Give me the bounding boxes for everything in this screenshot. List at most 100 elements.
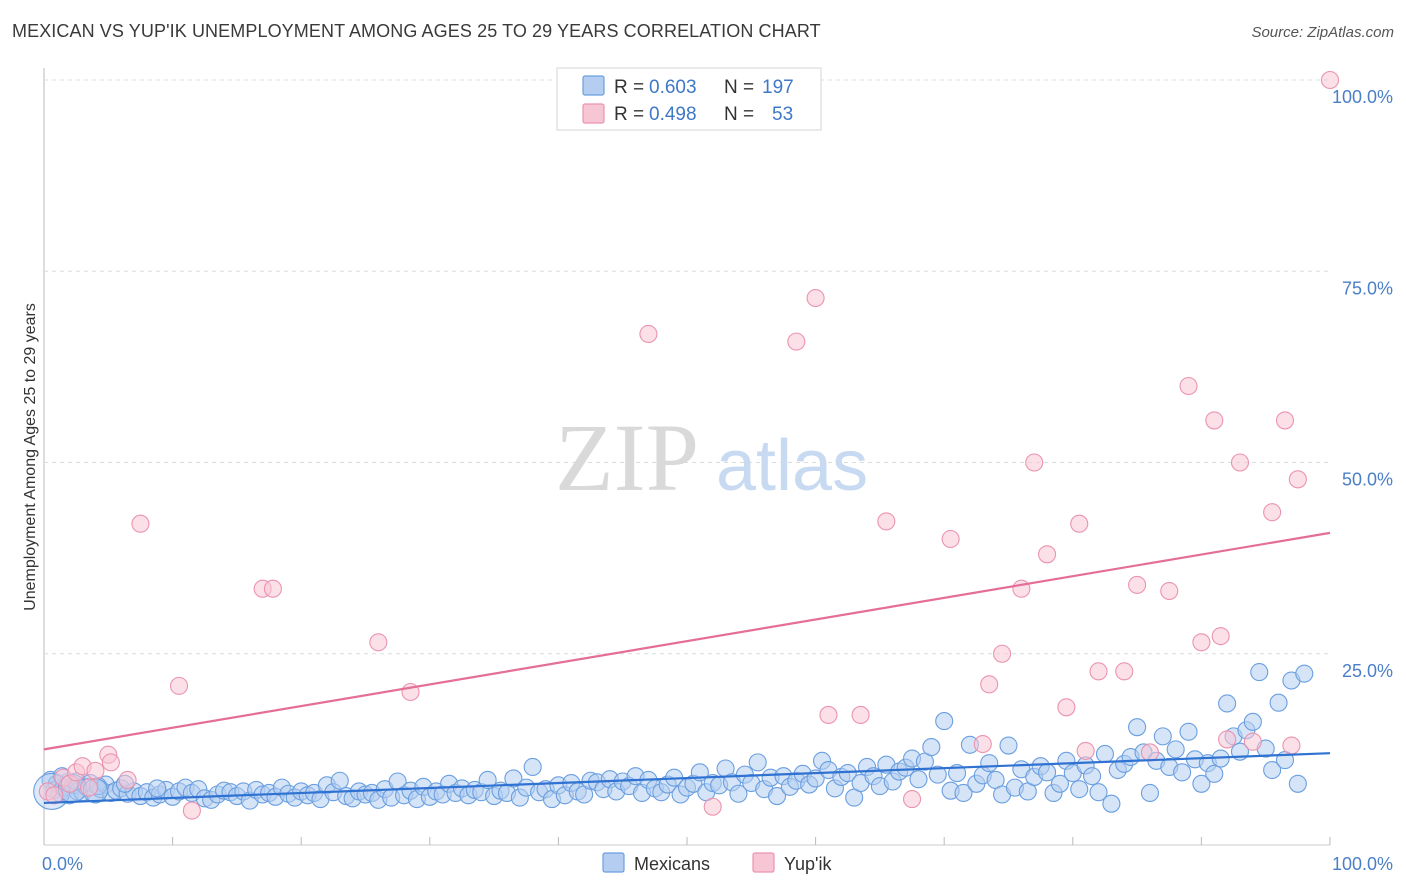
mexicans-point <box>767 786 787 806</box>
mexicans-point <box>1083 767 1102 786</box>
mexicans-point <box>922 738 941 757</box>
bottom-legend-label-yupik: Yup'ik <box>784 854 832 874</box>
mexicans-point <box>1243 712 1262 731</box>
mexicans-point <box>1263 760 1282 780</box>
mexicans-point <box>1140 783 1160 803</box>
yupik-point <box>1288 470 1307 489</box>
yupik-point <box>703 797 722 816</box>
yupik-point <box>1128 575 1147 594</box>
yupik-point <box>86 761 105 780</box>
yupik-point <box>1160 581 1179 601</box>
mexicans-point <box>1288 774 1307 793</box>
source-credit: Source: ZipAtlas.com <box>1251 24 1394 41</box>
yupik-point <box>787 332 806 351</box>
yupik-point <box>1192 633 1211 652</box>
yupik-point <box>1057 698 1076 717</box>
mexicans-point <box>478 770 497 790</box>
bottom-legend-swatch-yupik <box>752 852 775 873</box>
mexicans-point <box>928 765 947 784</box>
x-tick-label-100: 100.0% <box>1332 854 1393 874</box>
watermark: ZIP atlas <box>555 404 868 511</box>
bottom-legend-swatch-mexicans <box>602 852 625 873</box>
yupik-point <box>877 512 896 531</box>
yupik-point <box>819 705 838 725</box>
legend-n-label-mexicans: N = <box>724 77 754 98</box>
yupik-point <box>993 644 1012 663</box>
yupik-point <box>973 734 992 754</box>
watermark-zip: ZIP <box>555 404 699 511</box>
trend-lines <box>43 531 1331 805</box>
yupik-point <box>1243 732 1262 751</box>
mexicans-point <box>1179 722 1198 741</box>
yupik-point <box>1282 736 1301 755</box>
legend-r-label-mexicans: R = <box>614 77 644 98</box>
mexicans-point <box>1269 693 1288 712</box>
yupik-point <box>1025 453 1044 472</box>
mexicans-points <box>33 663 1314 813</box>
yupik-point <box>45 786 64 805</box>
yupik-point <box>1076 741 1095 760</box>
yupik-point <box>941 529 960 549</box>
legend-n-value-yupik: 53 <box>772 104 793 125</box>
bottom-legend-label-mexicans: Mexicans <box>634 854 710 874</box>
y-tick-label-25: 25.0% <box>1342 661 1393 681</box>
y-tick-label-50: 50.0% <box>1342 470 1393 490</box>
legend-r-value-yupik: 0.498 <box>649 104 697 125</box>
mexicans-point <box>1070 780 1089 799</box>
mexicans-point <box>909 770 928 789</box>
yupik-point <box>806 288 825 308</box>
legend-swatch-yupik <box>582 103 605 124</box>
mexicans-trend-line <box>43 752 1331 805</box>
mexicans-point <box>1089 783 1108 802</box>
x-ticks <box>43 837 1331 845</box>
yupik-point <box>1263 503 1282 522</box>
mexicans-point <box>980 754 999 773</box>
mexicans-point <box>1205 764 1224 783</box>
mexicans-point <box>1095 744 1114 764</box>
y-tick-label-75: 75.0% <box>1342 278 1393 298</box>
mexicans-point <box>1153 727 1172 746</box>
mexicans-point <box>954 783 973 803</box>
yupik-point <box>902 790 922 809</box>
yupik-point <box>1218 730 1237 749</box>
yupik-point <box>79 778 99 797</box>
y-axis-label: Unemployment Among Ages 25 to 29 years <box>22 303 39 611</box>
mexicans-point <box>504 769 523 788</box>
yupik-point <box>1140 743 1160 762</box>
mexicans-point <box>1050 774 1069 793</box>
legend-r-value-mexicans: 0.603 <box>649 77 697 98</box>
legend-swatch-mexicans <box>582 75 605 96</box>
mexicans-point <box>1166 740 1185 759</box>
yupik-point <box>1115 662 1134 681</box>
yupik-point <box>169 676 189 695</box>
yupik-point <box>980 675 999 694</box>
yupik-point <box>1230 453 1250 472</box>
yupik-point <box>131 514 150 533</box>
mexicans-point <box>1192 774 1211 793</box>
chart-title: MEXICAN VS YUP'IK UNEMPLOYMENT AMONG AGE… <box>12 21 821 41</box>
yupik-point <box>1038 545 1057 564</box>
y-tick-labels: 25.0% 50.0% 75.0% 100.0% <box>1332 87 1393 681</box>
mexicans-point <box>148 779 167 798</box>
mexicans-point <box>1128 718 1147 737</box>
mexicans-point <box>999 736 1018 755</box>
yupik-point <box>1205 411 1224 430</box>
mexicans-point <box>1173 763 1192 782</box>
yupik-point <box>1179 376 1198 396</box>
mexicans-point <box>1295 664 1314 683</box>
legend: R = 0.603 N = 197 R = 0.498 N = 53 <box>556 67 822 131</box>
yupik-point <box>118 770 137 790</box>
yupik-point <box>369 633 388 652</box>
yupik-point <box>1089 662 1108 681</box>
mexicans-point <box>729 784 748 803</box>
mexicans-point <box>748 753 767 772</box>
legend-r-label-yupik: R = <box>614 104 644 125</box>
legend-n-label-yupik: N = <box>724 104 754 125</box>
mexicans-point <box>523 757 542 777</box>
x-tick-label-0: 0.0% <box>42 854 83 874</box>
mexicans-point <box>1218 694 1237 713</box>
yupik-point <box>1070 514 1089 533</box>
yupik-point <box>1211 627 1230 646</box>
yupik-point <box>263 579 282 598</box>
